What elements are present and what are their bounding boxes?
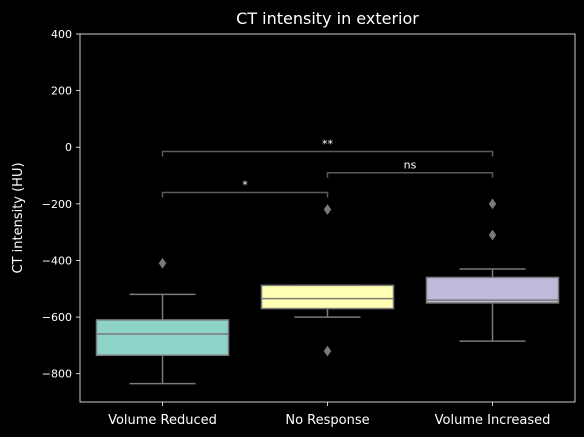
outlier-point bbox=[489, 199, 496, 209]
y-tick-label: −800 bbox=[42, 368, 72, 381]
y-axis-label: CT intensity (HU) bbox=[11, 162, 26, 273]
outlier-point bbox=[324, 205, 331, 215]
box-no-response bbox=[262, 285, 394, 308]
y-tick-label: 0 bbox=[65, 141, 72, 154]
outlier-point bbox=[324, 346, 331, 356]
y-tick-label: −400 bbox=[42, 254, 72, 267]
significance-label: * bbox=[242, 179, 248, 192]
x-tick-label: Volume Increased bbox=[435, 413, 551, 428]
y-tick-label: 200 bbox=[51, 85, 72, 98]
y-tick-label: −600 bbox=[42, 311, 72, 324]
plot-area: 400 200 0 −200 −400 −600 −800 Volume Reduced No … bbox=[42, 28, 575, 428]
outlier-point bbox=[159, 258, 166, 268]
y-tick-label: 400 bbox=[51, 28, 72, 41]
significance-label: ns bbox=[404, 159, 417, 172]
significance-label: ** bbox=[322, 137, 334, 150]
significance-bracket bbox=[163, 193, 328, 198]
outlier-point bbox=[489, 230, 496, 240]
box-volume-increased bbox=[427, 277, 559, 302]
significance-bracket bbox=[163, 151, 493, 156]
significance-bracket bbox=[328, 173, 493, 178]
y-tick-label: −200 bbox=[42, 198, 72, 211]
chart-title: CT intensity in exterior bbox=[236, 9, 419, 28]
box-volume-reduced bbox=[97, 320, 229, 355]
x-tick-label: Volume Reduced bbox=[108, 413, 217, 428]
x-tick-label: No Response bbox=[285, 413, 369, 428]
